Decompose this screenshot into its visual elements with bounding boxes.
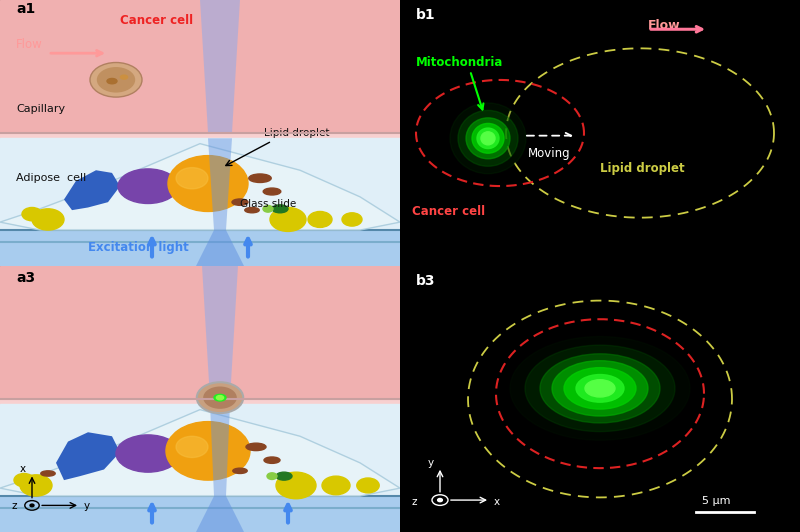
Text: Mitochondria: Mitochondria xyxy=(416,56,503,70)
Ellipse shape xyxy=(276,472,292,480)
Text: y: y xyxy=(84,501,90,511)
Ellipse shape xyxy=(246,443,266,451)
Text: Lipid droplet: Lipid droplet xyxy=(600,162,685,174)
Text: b3: b3 xyxy=(416,273,435,288)
Ellipse shape xyxy=(564,368,636,409)
Text: Capillary: Capillary xyxy=(16,104,65,114)
Ellipse shape xyxy=(510,337,690,440)
Bar xyxy=(0,404,400,497)
Ellipse shape xyxy=(264,457,280,463)
Ellipse shape xyxy=(525,345,675,431)
Ellipse shape xyxy=(168,156,248,212)
Polygon shape xyxy=(202,266,238,399)
Ellipse shape xyxy=(481,132,495,145)
Text: Flow: Flow xyxy=(648,19,681,32)
Circle shape xyxy=(438,498,442,502)
Ellipse shape xyxy=(176,436,208,458)
Ellipse shape xyxy=(217,395,224,400)
Ellipse shape xyxy=(116,435,180,472)
Polygon shape xyxy=(200,0,240,133)
Ellipse shape xyxy=(249,174,271,182)
Bar xyxy=(0,266,400,399)
Ellipse shape xyxy=(267,473,277,479)
Bar xyxy=(0,133,400,138)
Ellipse shape xyxy=(477,128,499,148)
Circle shape xyxy=(203,386,237,409)
Text: y: y xyxy=(428,458,434,468)
Circle shape xyxy=(197,382,243,413)
Ellipse shape xyxy=(357,478,379,493)
Text: x: x xyxy=(20,464,26,474)
Text: Glass slide: Glass slide xyxy=(240,200,296,210)
Ellipse shape xyxy=(232,199,248,205)
Ellipse shape xyxy=(276,472,316,499)
Ellipse shape xyxy=(32,209,64,230)
Ellipse shape xyxy=(41,471,55,476)
Ellipse shape xyxy=(270,207,306,231)
Text: Adipose  cell: Adipose cell xyxy=(16,173,86,183)
Polygon shape xyxy=(196,496,244,532)
Ellipse shape xyxy=(118,169,178,204)
Ellipse shape xyxy=(585,380,615,397)
Bar xyxy=(0,230,400,266)
Text: Cancer cell: Cancer cell xyxy=(412,205,485,219)
Bar xyxy=(0,399,400,404)
Ellipse shape xyxy=(20,475,52,496)
Ellipse shape xyxy=(166,421,250,480)
Text: Excitation light: Excitation light xyxy=(88,242,189,254)
Polygon shape xyxy=(0,144,400,230)
Text: z: z xyxy=(12,501,18,511)
Polygon shape xyxy=(210,404,230,496)
Text: a1: a1 xyxy=(16,2,35,16)
Ellipse shape xyxy=(214,394,226,401)
Ellipse shape xyxy=(342,213,362,226)
Ellipse shape xyxy=(121,75,128,79)
Circle shape xyxy=(97,67,135,93)
Ellipse shape xyxy=(176,168,208,189)
Ellipse shape xyxy=(540,354,660,423)
Circle shape xyxy=(90,63,142,97)
Ellipse shape xyxy=(233,468,247,473)
Polygon shape xyxy=(208,138,232,230)
Bar xyxy=(0,496,400,532)
Text: z: z xyxy=(412,497,418,508)
Bar xyxy=(0,138,400,231)
Ellipse shape xyxy=(263,188,281,195)
Text: Cancer cell: Cancer cell xyxy=(120,14,193,27)
Text: x: x xyxy=(494,497,500,508)
Ellipse shape xyxy=(22,207,42,221)
Ellipse shape xyxy=(472,123,504,153)
Ellipse shape xyxy=(272,205,288,213)
Ellipse shape xyxy=(245,207,259,213)
Polygon shape xyxy=(56,432,120,480)
Ellipse shape xyxy=(322,476,350,495)
Text: Moving: Moving xyxy=(528,147,570,160)
Text: b1: b1 xyxy=(416,7,436,22)
Ellipse shape xyxy=(263,205,273,212)
Ellipse shape xyxy=(552,361,648,416)
Bar xyxy=(0,0,400,133)
Circle shape xyxy=(30,504,34,506)
Ellipse shape xyxy=(466,118,510,159)
Ellipse shape xyxy=(576,375,624,402)
Ellipse shape xyxy=(107,78,117,84)
Polygon shape xyxy=(196,230,244,266)
Polygon shape xyxy=(64,170,120,210)
Ellipse shape xyxy=(14,473,34,487)
Ellipse shape xyxy=(458,111,518,166)
Ellipse shape xyxy=(308,211,332,228)
Text: Lipid droplet: Lipid droplet xyxy=(264,128,330,138)
Polygon shape xyxy=(0,410,400,496)
Text: Flow: Flow xyxy=(16,38,42,51)
Text: 5 μm: 5 μm xyxy=(702,496,730,506)
Text: a3: a3 xyxy=(16,271,35,285)
Ellipse shape xyxy=(450,103,526,173)
